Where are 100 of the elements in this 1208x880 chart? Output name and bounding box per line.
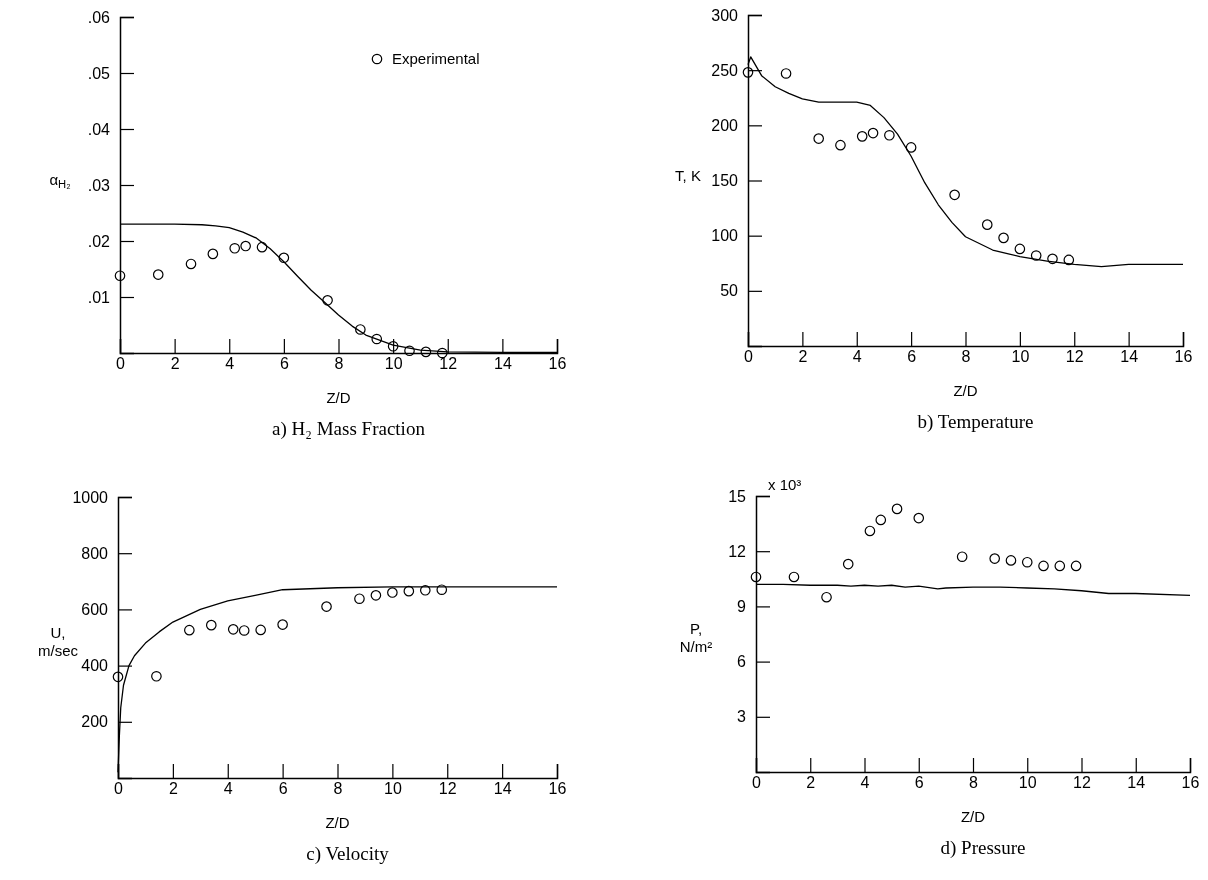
- y-tick-label: .02: [87, 232, 111, 250]
- x-tick-label: 8: [961, 348, 971, 365]
- point: [813, 133, 825, 144]
- x-axis-title: Z/D: [326, 389, 351, 406]
- x-tick-label: 6: [907, 348, 917, 365]
- point: [207, 248, 219, 260]
- point: [238, 625, 250, 636]
- point: [1047, 253, 1058, 265]
- point: [114, 270, 126, 282]
- y-tick-label: 300: [711, 6, 739, 24]
- y-tick-label: 12: [728, 542, 747, 560]
- x-tick-label: 12: [438, 780, 457, 797]
- x-tick-label: 4: [852, 348, 862, 365]
- y-tick-label: 200: [81, 713, 109, 731]
- point: [184, 624, 195, 636]
- point: [1030, 250, 1042, 261]
- point: [355, 324, 366, 335]
- point: [981, 219, 993, 230]
- point: [1021, 556, 1033, 568]
- point: [436, 584, 448, 596]
- point: [856, 131, 868, 142]
- y-tick-label: .05: [87, 64, 111, 82]
- point: [867, 127, 879, 139]
- point: [240, 240, 251, 252]
- x-tick-label: 10: [1011, 348, 1030, 365]
- y-tick-label: 9: [737, 598, 747, 616]
- point: [354, 593, 365, 605]
- point: [229, 242, 241, 254]
- point: [278, 252, 290, 264]
- y-axis-title: α$_{H₂}$: [49, 171, 71, 191]
- y-tick-label: 1000: [72, 488, 109, 506]
- point: [1054, 560, 1066, 572]
- x-tick-label: 2: [806, 774, 816, 791]
- x-tick-label: 0: [744, 348, 754, 365]
- point: [864, 525, 876, 537]
- point: [1005, 555, 1017, 566]
- point: [256, 241, 268, 253]
- point: [884, 129, 895, 141]
- x-tick-label: 4: [223, 780, 233, 797]
- point: [821, 591, 832, 603]
- x-tick-label: 12: [1065, 348, 1084, 365]
- x-tick-label: 2: [798, 348, 808, 365]
- y-tick-label: 250: [711, 61, 739, 79]
- y-tick-label: 400: [81, 657, 109, 675]
- point: [1014, 243, 1026, 255]
- y-axis-title: T, K: [675, 166, 701, 184]
- point: [371, 333, 383, 345]
- point: [788, 571, 800, 583]
- point: [403, 585, 415, 597]
- x-tick-label: 2: [170, 355, 180, 372]
- point: [185, 258, 197, 270]
- point: [112, 671, 124, 683]
- point: [1038, 560, 1049, 572]
- point: [989, 553, 1001, 564]
- x-tick-label: 14: [493, 355, 512, 372]
- point: [835, 139, 846, 151]
- point: [956, 551, 968, 563]
- y-tick-label: 6: [737, 653, 747, 671]
- x-tick-label: 6: [914, 774, 924, 791]
- point: [420, 346, 432, 358]
- y-axis-title: U, m/sec: [37, 623, 79, 659]
- point: [1070, 560, 1082, 572]
- x-tick-label: 10: [1018, 774, 1037, 791]
- point: [370, 590, 382, 601]
- point: [255, 624, 266, 636]
- point: [387, 587, 398, 598]
- y-tick-label: 100: [711, 227, 739, 245]
- x-tick-label: 0: [752, 774, 762, 791]
- y-tick-label: .06: [87, 8, 111, 26]
- point: [780, 68, 792, 79]
- point: [1063, 254, 1075, 266]
- y-tick-label: 200: [711, 116, 739, 134]
- y-tick-label: 15: [728, 487, 747, 505]
- point: [949, 189, 960, 201]
- x-tick-label: 8: [334, 355, 344, 372]
- point: [387, 340, 399, 352]
- point: [905, 142, 917, 153]
- point: [321, 601, 332, 612]
- point: [913, 512, 925, 524]
- point: [404, 345, 415, 357]
- x-axis-title: Z/D: [325, 814, 350, 831]
- text: d) Pressure: [940, 837, 1026, 859]
- point: [998, 232, 1009, 244]
- x-tick-label: 14: [1120, 348, 1139, 365]
- y-axis-title: P, N/m²: [679, 620, 713, 655]
- point: [842, 558, 854, 570]
- x-axis-title: Z/D: [960, 808, 986, 825]
- point: [750, 571, 762, 583]
- legend-label: Experimental: [392, 50, 480, 67]
- x-tick-label: 16: [548, 355, 567, 372]
- point: [227, 624, 239, 635]
- text: c) Velocity: [306, 843, 390, 865]
- x-tick-label: 14: [493, 780, 512, 797]
- x-tick-label: 8: [969, 774, 979, 791]
- x-tick-label: 16: [1181, 774, 1200, 791]
- x-tick-label: 14: [1127, 774, 1146, 791]
- point: [891, 503, 903, 515]
- x-axis-title: Z/D: [953, 382, 978, 399]
- y-tick-label: 50: [720, 282, 739, 300]
- x-tick-label: 16: [548, 780, 567, 797]
